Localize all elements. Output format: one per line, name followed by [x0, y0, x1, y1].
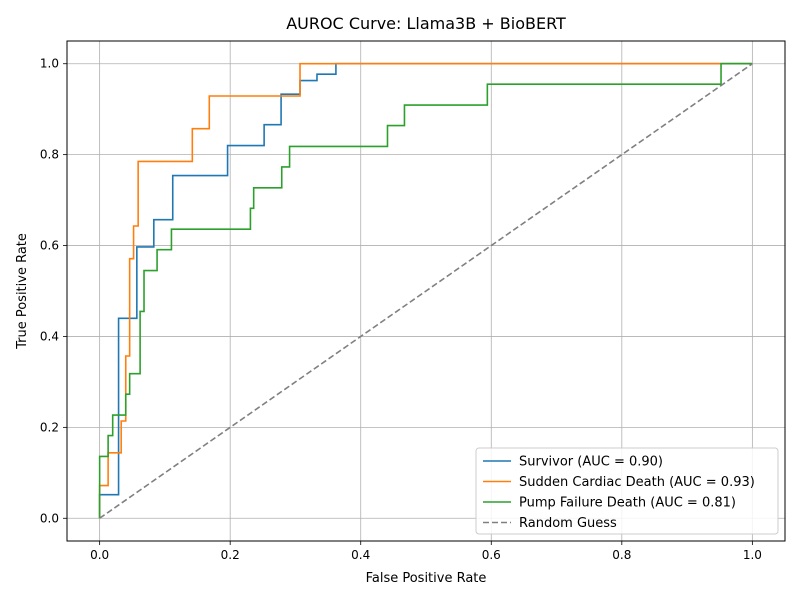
- series-layer: [98, 62, 753, 519]
- y-tick-label: 0.2: [40, 420, 59, 434]
- legend-label-pump-failure-death: Pump Failure Death (AUC = 0.81): [519, 496, 736, 511]
- y-tick-label: 0.8: [40, 148, 59, 162]
- grid-layer: [67, 41, 785, 541]
- legend-label-sudden-cardiac-death: Sudden Cardiac Death (AUC = 0.93): [519, 475, 755, 490]
- x-tick-label: 0.2: [221, 548, 240, 562]
- chart-title: AUROC Curve: Llama3B + BioBERT: [286, 14, 566, 33]
- x-tick-label: 0.0: [90, 548, 109, 562]
- series-line-pump-failure-death: [98, 62, 753, 519]
- tick-layer: 0.0 0.2 0.4 0.6 0.8 1.0 0.0 0.2 0.4 0.6 0.8 1.0: [40, 57, 762, 562]
- y-tick-label: 0.0: [40, 511, 59, 525]
- series-line-random-guess: [99, 63, 753, 519]
- series-line-survivor: [98, 62, 753, 519]
- y-tick-label: 0.4: [40, 329, 59, 343]
- x-tick-label: 0.6: [482, 548, 501, 562]
- x-tick-label: 0.4: [351, 548, 370, 562]
- y-tick-label: 1.0: [40, 57, 59, 71]
- x-tick-label: 0.8: [612, 548, 631, 562]
- axes-frame: [66, 40, 786, 542]
- legend-label-survivor: Survivor (AUC = 0.90): [519, 455, 663, 470]
- x-axis-label: False Positive Rate: [366, 571, 487, 586]
- legend-label-random-guess: Random Guess: [519, 516, 617, 531]
- y-axis-label: True Positive Rate: [15, 233, 30, 350]
- y-tick-label: 0.6: [40, 239, 59, 253]
- legend: Survivor (AUC = 0.90) Sudden Cardiac Deat…: [475, 447, 779, 535]
- x-tick-label: 1.0: [743, 548, 762, 562]
- legend-box: [475, 447, 779, 535]
- series-line-sudden-cardiac-death: [98, 62, 753, 519]
